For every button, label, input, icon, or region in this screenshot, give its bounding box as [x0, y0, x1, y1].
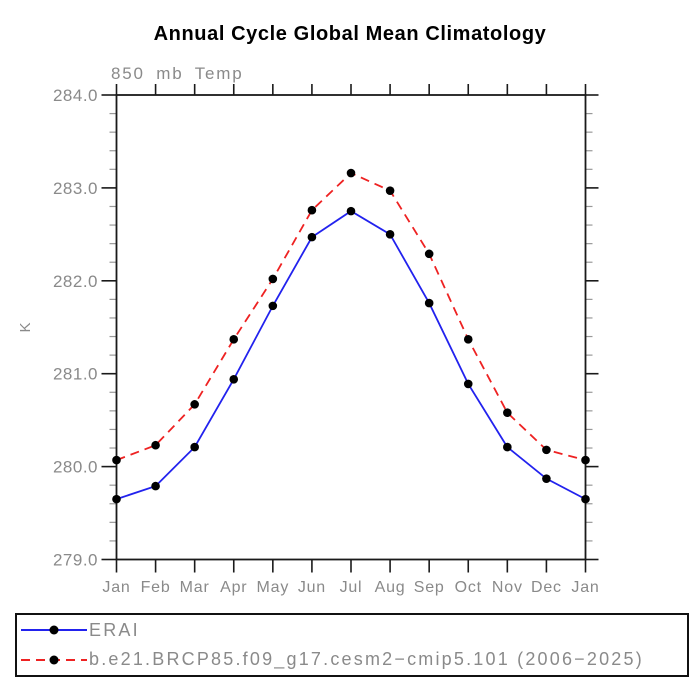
x-tick-label: May — [257, 579, 290, 596]
data-point-erai — [268, 301, 278, 311]
data-point-model — [385, 186, 395, 195]
chart-subtitle: 850 mb Temp — [111, 64, 244, 83]
data-point-model — [229, 335, 239, 344]
erai-line-sample — [21, 625, 87, 635]
legend-label-model: b.e21.BRCP85.f09_g17.cesm2−cmip5.101 (20… — [89, 649, 644, 670]
climatology-line-chart: Annual Cycle Global Mean Climatology 850… — [17, 23, 599, 596]
x-tick-label: Dec — [531, 579, 562, 596]
y-axis-label: K — [17, 321, 34, 332]
data-point-erai — [503, 442, 512, 452]
data-point-erai — [307, 232, 317, 242]
chart-title: Annual Cycle Global Mean Climatology — [154, 23, 547, 45]
data-point-erai — [229, 374, 239, 384]
data-point-erai — [542, 474, 551, 483]
erai-marker-icon — [49, 625, 59, 635]
x-tick-label: Jun — [298, 579, 326, 596]
y-tick-label: 281.0 — [53, 365, 98, 384]
x-tick-label: Sep — [414, 579, 445, 596]
data-point-erai — [424, 298, 434, 308]
data-point-erai — [151, 481, 160, 491]
data-point-model — [581, 455, 590, 465]
x-tick-label: Aug — [375, 579, 406, 596]
x-tick-label: Oct — [455, 579, 482, 596]
x-tick-label: Apr — [220, 579, 247, 596]
x-tick-label: Jan — [102, 579, 130, 596]
plot-frame — [115, 94, 587, 561]
data-point-model — [307, 205, 317, 215]
model-marker-icon — [49, 655, 59, 665]
data-point-model — [542, 445, 551, 455]
legend-item-erai: ERAI — [17, 616, 687, 644]
legend: ERAI b.e21.BRCP85.f09_g17.cesm2−cmip5.10… — [15, 613, 689, 677]
x-tick-label: Nov — [492, 579, 523, 596]
data-point-model — [268, 274, 278, 284]
data-point-model — [151, 440, 160, 450]
data-point-erai — [581, 494, 590, 504]
data-point-erai — [190, 442, 199, 452]
y-tick-label: 282.0 — [53, 272, 98, 291]
legend-label-erai: ERAI — [89, 619, 140, 640]
data-point-erai — [346, 206, 356, 216]
data-point-model — [503, 408, 512, 418]
model-line-sample — [21, 655, 87, 665]
plot-area: 279.0 280.0 281.0 282.0 283.0 284.0 Jan Feb Mar A… — [53, 84, 599, 596]
data-point-model — [463, 335, 473, 344]
data-point-erai — [385, 230, 395, 239]
x-tick-label: Feb — [141, 579, 171, 596]
legend-item-model: b.e21.BRCP85.f09_g17.cesm2−cmip5.101 (20… — [17, 646, 687, 674]
data-point-model — [424, 249, 434, 259]
data-point-model — [112, 455, 121, 465]
series-line-model — [116, 171, 586, 461]
y-tick-label: 283.0 — [53, 179, 98, 198]
x-tick-label: Jan — [571, 579, 599, 596]
y-tick-label: 284.0 — [53, 86, 98, 105]
data-point-erai — [112, 494, 121, 504]
x-tick-label: Jul — [340, 579, 363, 596]
data-point-model — [346, 168, 356, 178]
data-point-erai — [463, 379, 473, 389]
y-tick-label: 279.0 — [53, 551, 98, 570]
y-tick-label: 280.0 — [53, 458, 98, 477]
data-point-model — [190, 400, 199, 409]
series-line-erai — [116, 210, 586, 500]
x-tick-label: Mar — [180, 579, 210, 596]
